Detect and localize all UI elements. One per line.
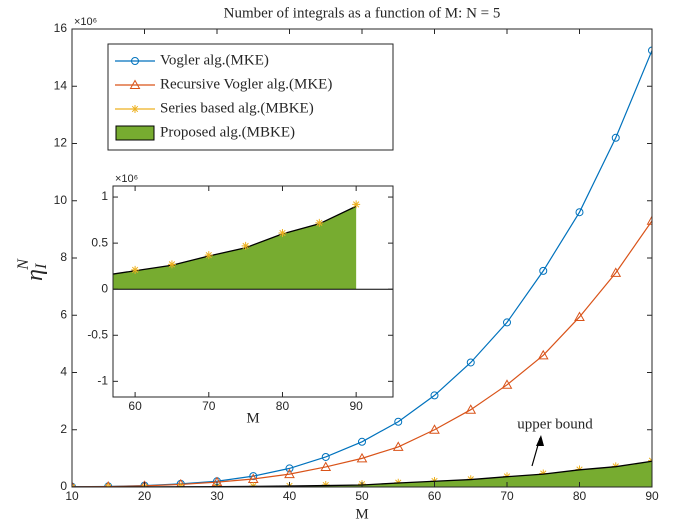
marker xyxy=(131,105,139,113)
y-tick-label: 14 xyxy=(54,78,68,92)
area xyxy=(113,206,357,290)
marker xyxy=(315,218,324,227)
marker xyxy=(539,266,548,275)
x-tick-label: 90 xyxy=(645,489,659,503)
marker xyxy=(537,349,549,360)
marker xyxy=(575,208,584,217)
x-axis-label: M xyxy=(355,506,368,522)
marker xyxy=(278,228,287,237)
marker xyxy=(204,251,213,260)
x-axis-label: M xyxy=(246,410,259,426)
axes: 60 70 80 90 -1 -0.5 0 0.5 1 ×10⁶ M xyxy=(87,173,394,426)
y-tick-label: 1 xyxy=(101,189,108,203)
marker xyxy=(129,79,141,89)
axes-box xyxy=(112,185,394,398)
y-tick-label: 10 xyxy=(54,193,68,207)
annotation: upper bound xyxy=(517,416,593,432)
y-tick-label: 16 xyxy=(54,21,68,35)
series-layer xyxy=(113,200,361,290)
marker xyxy=(321,452,330,461)
y-tick-label: 4 xyxy=(60,365,67,379)
marker xyxy=(503,318,511,327)
y-tick-label: -0.5 xyxy=(87,327,108,341)
marker xyxy=(430,391,439,400)
legend-label: Series based alg.(MBKE) xyxy=(160,100,314,116)
marker xyxy=(320,461,332,471)
y-tick-label: 12 xyxy=(54,136,68,150)
legend-label: Recursive Vogler alg.(MKE) xyxy=(160,76,332,92)
y-axis-label: ηIN xyxy=(15,258,50,281)
marker xyxy=(241,241,250,250)
marker xyxy=(394,417,403,426)
x-tick-label: 40 xyxy=(283,489,297,503)
marker xyxy=(284,468,295,479)
arrow-head xyxy=(536,435,544,446)
marker xyxy=(358,437,366,446)
y-tick-label: 0.5 xyxy=(91,235,108,249)
x-tick-label: 30 xyxy=(210,489,224,503)
marker xyxy=(611,133,620,142)
y-label-sup: N xyxy=(15,258,32,271)
marker xyxy=(131,57,139,65)
y-label-sub: I xyxy=(33,263,50,270)
marker xyxy=(610,267,622,277)
marker xyxy=(501,379,513,389)
marker xyxy=(574,311,585,321)
legend-label: Vogler alg.(MKE) xyxy=(160,52,269,68)
y-tick-label: 2 xyxy=(60,422,67,436)
line xyxy=(72,220,652,487)
y-tick-label: -1 xyxy=(97,374,108,388)
y-multiplier: ×10⁶ xyxy=(115,173,138,185)
y-tick-label: 0 xyxy=(60,479,67,493)
chart-title: Number of integrals as a function of M: … xyxy=(224,5,501,21)
marker xyxy=(167,260,176,269)
marker xyxy=(285,464,294,473)
marker xyxy=(646,215,652,225)
marker xyxy=(131,265,140,274)
marker xyxy=(104,481,112,487)
marker xyxy=(648,46,652,55)
marker xyxy=(465,404,477,414)
marker xyxy=(466,358,475,367)
marker xyxy=(249,472,258,481)
y-tick-label: 6 xyxy=(60,307,67,321)
x-tick-label: 50 xyxy=(355,489,369,503)
marker xyxy=(392,441,404,451)
x-tick-label: 60 xyxy=(428,489,442,503)
y-multiplier: ×10⁶ xyxy=(74,16,97,28)
y-tick-label: 8 xyxy=(60,250,67,264)
x-tick-label: 10 xyxy=(65,489,79,503)
legend-swatch xyxy=(115,125,155,141)
marker xyxy=(429,424,440,434)
x-tick-label: 90 xyxy=(349,399,363,413)
x-tick-label: 70 xyxy=(202,399,216,413)
marker xyxy=(356,452,368,463)
x-tick-label: 80 xyxy=(573,489,587,503)
legend-label: Proposed alg.(MBKE) xyxy=(160,124,295,140)
x-tick-label: 20 xyxy=(138,489,152,503)
y-label-main: η xyxy=(22,269,48,281)
marker xyxy=(140,480,149,487)
legend-box xyxy=(107,43,394,151)
x-tick-label: 60 xyxy=(128,399,142,413)
x-tick-label: 80 xyxy=(276,399,290,413)
x-tick-label: 70 xyxy=(500,489,514,503)
area xyxy=(72,461,652,487)
y-tick-label: 0 xyxy=(101,281,108,295)
area-edge xyxy=(113,205,357,275)
marker xyxy=(352,200,361,209)
